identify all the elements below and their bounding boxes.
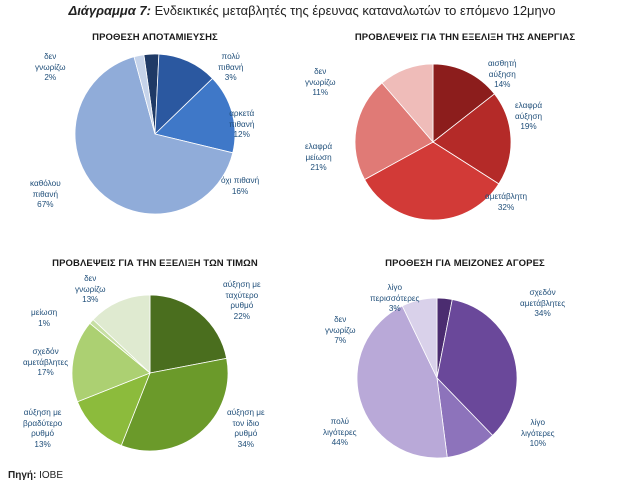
slice-label: λίγο λιγότερες 10% — [521, 418, 555, 448]
chart-title: ΠΡΟΘΕΣΗ ΓΙΑ ΜΕΙΖΟΝΕΣ ΑΓΟΡΕΣ — [385, 258, 545, 269]
pie-slice — [120, 357, 229, 452]
chart-title: ΠΡΟΒΛΕΨΕΙΣ ΓΙΑ ΤΗΝ ΕΞΕΛΙΞΗ ΤΗΣ ΑΝΕΡΓΙΑΣ — [354, 32, 576, 43]
slice-label: δεν γνωρίζω 11% — [305, 67, 336, 97]
slice-label: αύξηση με βραδύτερο ρυθμό 13% — [23, 408, 63, 449]
slice-label: αύξηση με ταχύτερο ρυθμό 22% — [223, 280, 261, 321]
figure-title-text: Ενδεικτικές μεταβλητές της έρευνας καταν… — [154, 3, 556, 18]
slice-label: μείωση 1% — [31, 308, 58, 328]
slice-label: αύξηση με τον ίδιο ρυθμό 34% — [227, 408, 265, 449]
slice-label: ελαφρά μείωση 21% — [305, 142, 333, 172]
pie-slice — [432, 63, 495, 143]
chart-title: ΠΡΟΘΕΣΗ ΑΠΟΤΑΜΙΕΥΣΗΣ — [92, 32, 218, 43]
source-note: Πηγή: ΙΟΒΕ — [8, 470, 63, 481]
source-value: ΙΟΒΕ — [39, 470, 64, 481]
slice-label: σχεδόν αμετάβλητες 17% — [23, 347, 69, 377]
pie-slice — [381, 63, 434, 144]
source-label: Πηγή: — [8, 470, 37, 481]
slice-label: λίγο περισσότερες 3% — [370, 283, 420, 313]
chart-panel-savings: ΠΡΟΘΕΣΗ ΑΠΟΤΑΜΙΕΥΣΗΣ πολύ πιθανή 3% αρκετά… — [5, 24, 305, 254]
slice-label: καθόλου πιθανή 67% — [30, 179, 61, 209]
figure-title-prefix: Διάγραμμα 7: — [68, 3, 151, 18]
slice-label: δεν γνωρίζω 2% — [35, 52, 66, 82]
slice-label: αισθητή αύξηση 14% — [488, 59, 517, 89]
chart-panel-major-purchases: ΠΡΟΘΕΣΗ ΓΙΑ ΜΕΙΖΟΝΕΣ ΑΓΟΡΕΣ λίγο περισσότ… — [315, 250, 615, 480]
pie-slice — [149, 294, 228, 374]
pie-slice — [436, 299, 518, 437]
slice-label: πολύ πιθανή 3% — [218, 52, 244, 82]
chart-title: ΠΡΟΒΛΕΨΕΙΣ ΓΙΑ ΤΗΝ ΕΞΕΛΙΞΗ ΤΩΝ ΤΙΜΩΝ — [52, 258, 258, 269]
pie-chart — [71, 294, 229, 452]
pie-slice — [356, 305, 448, 459]
slice-label: δεν γνωρίζω 7% — [325, 315, 356, 345]
pie-slice — [76, 372, 151, 447]
slice-label: αμετάβλητη 32% — [485, 192, 528, 212]
pie-slice — [133, 54, 156, 135]
pie-slice — [401, 297, 438, 379]
pie-slice — [432, 93, 512, 185]
pie-chart — [356, 297, 518, 459]
slice-label: δεν γνωρίζω 13% — [75, 274, 106, 304]
chart-panel-unemployment: ΠΡΟΒΛΕΨΕΙΣ ΓΙΑ ΤΗΝ ΕΞΕΛΙΞΗ ΤΗΣ ΑΝΕΡΓΙΑΣ … — [305, 24, 615, 254]
figure-title: Διάγραμμα 7: Ενδεικτικές μεταβλητές της … — [0, 3, 624, 18]
pie-slice — [354, 82, 434, 181]
slice-label: αρκετά πιθανή 12% — [229, 109, 255, 139]
pie-slice — [74, 56, 234, 215]
pie-slice — [92, 294, 151, 374]
slice-label: σχεδόν αμετάβλητες 34% — [520, 288, 566, 318]
pie-chart — [74, 53, 236, 215]
slice-label: όχι πιθανή 16% — [221, 176, 260, 196]
pie-slice — [154, 77, 236, 154]
pie-chart — [354, 63, 512, 221]
chart-panel-prices: ΠΡΟΒΛΕΨΕΙΣ ΓΙΑ ΤΗΝ ΕΞΕΛΙΞΗ ΤΩΝ ΤΙΜΩΝ αύξ… — [5, 250, 305, 480]
slice-label: πολύ λιγότερες 44% — [323, 417, 357, 447]
slice-label: ελαφρά αύξηση 19% — [515, 101, 543, 131]
pie-slice — [71, 322, 151, 403]
pie-slice — [154, 53, 214, 135]
